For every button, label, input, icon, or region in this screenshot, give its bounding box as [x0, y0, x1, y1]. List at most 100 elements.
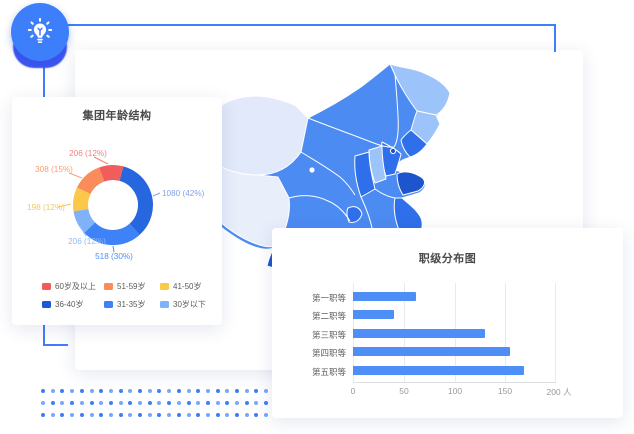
dot: [79, 413, 84, 417]
dot: [167, 413, 172, 417]
legend-label: 30岁以下: [173, 300, 206, 309]
dot: [264, 401, 269, 405]
dot: [167, 389, 172, 393]
dot: [108, 401, 113, 405]
dot: [108, 389, 113, 393]
x-tick: 200 人: [546, 387, 572, 397]
age-donut-chart: 1080 (42%) 518 (30%) 206 (12%) 198 (12%)…: [27, 149, 204, 261]
map-region-beijing[interactable]: [389, 147, 397, 155]
donut-segment-31-35岁[interactable]: [67, 159, 159, 251]
dot: [215, 413, 220, 417]
dot: [50, 413, 55, 417]
legend-swatch: [104, 301, 113, 308]
bar-plot-area: [353, 283, 556, 383]
dot: [79, 401, 84, 405]
dot: [196, 401, 201, 405]
dot: [99, 401, 104, 405]
china-map[interactable]: [190, 58, 460, 288]
dot: [225, 401, 230, 405]
lightbulb-icon: [27, 17, 53, 43]
dot: [89, 389, 94, 393]
dot: [205, 389, 210, 393]
dot: [264, 413, 269, 417]
dot: [176, 389, 181, 393]
donut-leader-lines: [57, 156, 161, 253]
bar-level-2[interactable]: [353, 310, 394, 319]
dot: [254, 401, 259, 405]
dot: [186, 389, 191, 393]
dot: [215, 389, 220, 393]
legend-item-51-59[interactable]: 51-59岁: [104, 281, 160, 292]
legend-item-36-40[interactable]: 36-40岁: [42, 299, 104, 310]
x-tick: 0: [350, 386, 356, 396]
bar-level-5[interactable]: [353, 365, 524, 375]
dot: [254, 413, 259, 417]
age-legend: 60岁及以上 51-59岁 41-50岁 36-40岁 31-35岁 30岁以下: [42, 281, 212, 310]
donut-value-labels: 1080 (42%) 518 (30%) 206 (12%) 198 (12%)…: [27, 149, 204, 261]
dot: [70, 401, 75, 405]
connector-line-top-drop: [554, 24, 556, 52]
level-distribution-card: 职级分布图 第一职等 第二职等 第三职等 第四职等 第五职等 0 50 100 …: [272, 228, 623, 418]
dot: [70, 413, 75, 417]
dot: [244, 389, 249, 393]
dot: [99, 413, 104, 417]
x-tick: 150: [497, 386, 513, 396]
dot: [99, 389, 104, 393]
dot: [128, 401, 133, 405]
bar-level-3[interactable]: [353, 328, 485, 338]
map-qinghai-lake: [309, 167, 315, 173]
dot: [79, 389, 84, 393]
dot: [41, 389, 45, 393]
legend-item-60-plus[interactable]: 60岁及以上: [42, 281, 104, 292]
donut-segment-41-50岁[interactable]: [73, 165, 153, 245]
legend-item-41-50[interactable]: 41-50岁: [160, 281, 212, 292]
dot: [147, 413, 152, 417]
dot: [167, 401, 172, 405]
dot: [50, 389, 55, 393]
dot: [147, 389, 152, 393]
dot: [176, 401, 181, 405]
map-region-chongqing[interactable]: [346, 206, 363, 223]
dot: [205, 413, 210, 417]
dot: [186, 401, 191, 405]
dot: [41, 413, 45, 417]
connector-line-hook: [43, 344, 68, 346]
dot: [235, 413, 239, 417]
legend-label: 41-50岁: [173, 282, 202, 291]
donut-segment-51-59岁[interactable]: [70, 162, 157, 249]
legend-swatch: [160, 301, 169, 308]
donut-label-31-35: 518 (30%): [95, 252, 133, 261]
idea-badge[interactable]: [11, 3, 69, 61]
legend-swatch: [42, 283, 51, 290]
dot: [138, 389, 142, 393]
dot: [128, 413, 133, 417]
map-region-heilongjiang[interactable]: [389, 63, 451, 116]
dot: [244, 401, 249, 405]
dot: [205, 401, 210, 405]
legend-swatch: [160, 283, 169, 290]
dot: [128, 389, 133, 393]
dot: [118, 389, 123, 393]
bar-category: 第四职等: [311, 348, 346, 358]
dot: [60, 389, 65, 393]
x-tick: 50: [399, 386, 409, 396]
dot: [60, 401, 65, 405]
legend-item-31-35[interactable]: 31-35岁: [104, 299, 160, 310]
bar-level-1[interactable]: [353, 291, 416, 301]
legend-item-under-30[interactable]: 30岁以下: [160, 299, 212, 310]
dot: [254, 389, 259, 393]
map-province-borders: [288, 74, 399, 229]
dot: [157, 389, 162, 393]
legend-label: 51-59岁: [117, 282, 146, 291]
map-region-shandong[interactable]: [396, 171, 426, 196]
dot: [186, 413, 191, 417]
legend-swatch: [104, 283, 113, 290]
connector-line-top: [40, 24, 556, 26]
level-card-title: 职级分布图: [418, 253, 477, 265]
legend-swatch: [42, 301, 51, 308]
dot: [118, 413, 123, 417]
bar-level-4[interactable]: [353, 347, 511, 356]
map-region-liaoning[interactable]: [400, 129, 428, 158]
bar-category: 第二职等: [311, 311, 346, 321]
bar-category: 第三职等: [311, 330, 346, 340]
